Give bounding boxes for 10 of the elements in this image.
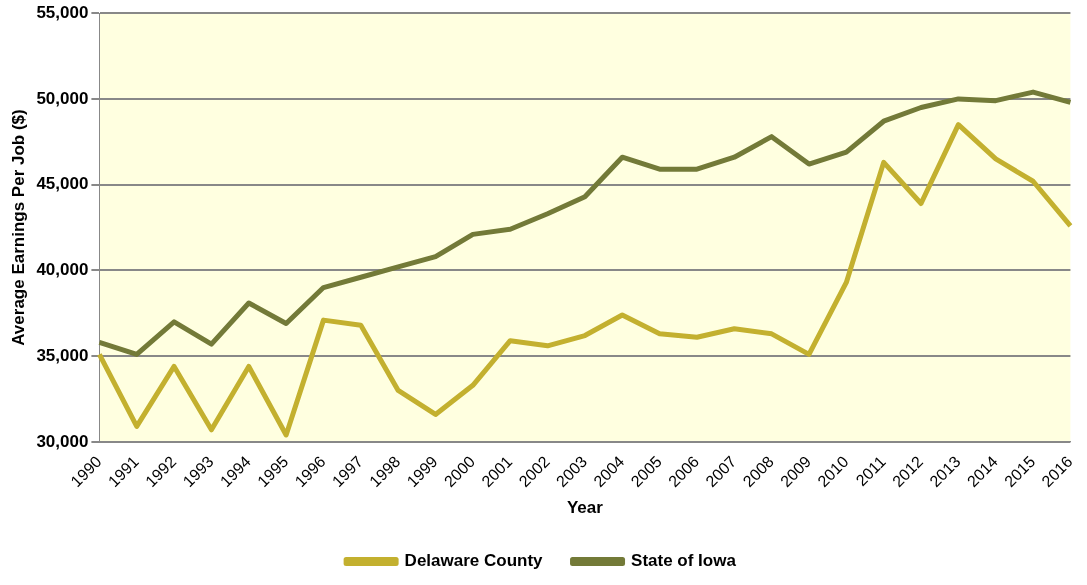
legend-label: State of Iowa <box>631 551 737 571</box>
x-axis-title: Year <box>566 498 604 518</box>
y-tick-label: 45,000 <box>36 174 89 194</box>
y-axis-title: Average Earnings Per Job ($) <box>8 109 28 346</box>
y-tick-label: 40,000 <box>36 260 89 280</box>
y-tick-label: 50,000 <box>36 88 89 108</box>
legend-label: Delaware County <box>404 551 544 571</box>
y-tick-label: 35,000 <box>36 345 89 365</box>
y-tick-label: 55,000 <box>36 2 89 22</box>
y-tick-label: 30,000 <box>36 431 89 451</box>
